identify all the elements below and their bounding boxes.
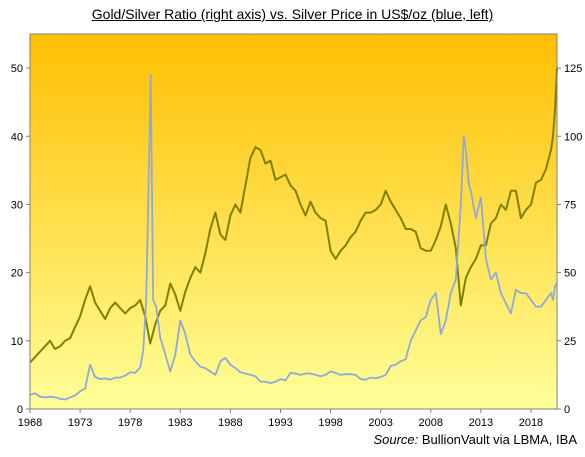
y-right-tick-label: 75 (564, 199, 576, 211)
y-left-tick-label: 0 (17, 404, 23, 416)
x-tick-label: 2003 (368, 417, 392, 429)
y-right-tick-label: 25 (564, 336, 576, 348)
x-tick-label: 1983 (168, 417, 192, 429)
x-tick-label: 2013 (469, 417, 493, 429)
x-tick-label: 1968 (18, 417, 42, 429)
gold-silver-ratio-series-line (29, 68, 558, 364)
x-tick-label: 1988 (218, 417, 242, 429)
source-label: Source: (373, 432, 419, 447)
x-tick-label: 2018 (519, 417, 543, 429)
plot-frame (29, 33, 558, 410)
x-tick-label: 1973 (68, 417, 92, 429)
x-tick-label: 1978 (118, 417, 142, 429)
y-left-tick-label: 30 (11, 199, 23, 211)
y-right-tick-label: 125 (564, 63, 582, 75)
y-left-tick-label: 20 (11, 268, 23, 280)
silver-price-series-line (29, 74, 558, 401)
plot-background (30, 34, 557, 409)
y-right-tick-label: 0 (564, 404, 570, 416)
y-right-tick-label: 100 (564, 131, 582, 143)
x-tick-label: 1993 (268, 417, 292, 429)
y-left-tick-label: 40 (11, 131, 23, 143)
y-right-tick-label: 50 (564, 268, 576, 280)
y-left-tick-label: 50 (11, 63, 23, 75)
x-tick-label: 2008 (419, 417, 443, 429)
source-note: Source: BullionVault via LBMA, IBA (373, 432, 577, 447)
y-left-tick-label: 10 (11, 336, 23, 348)
chart-title: Gold/Silver Ratio (right axis) vs. Silve… (91, 6, 494, 22)
source-text: BullionVault via LBMA, IBA (421, 432, 577, 447)
x-tick-label: 1998 (318, 417, 342, 429)
